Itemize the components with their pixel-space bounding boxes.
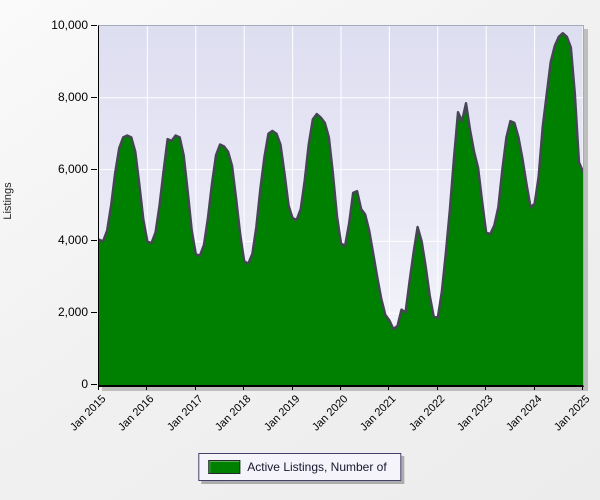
x-tick-mark (340, 386, 341, 390)
legend-swatch-icon (208, 460, 241, 474)
x-tick-mark (98, 386, 99, 390)
legend: Active Listings, Number of (198, 453, 402, 481)
y-tick-mark (91, 169, 97, 170)
x-tick-mark (243, 386, 244, 390)
x-tick-mark (534, 386, 535, 390)
y-tick-mark (91, 240, 97, 241)
y-tick-label: 8,000 (57, 90, 88, 104)
y-tick-mark (91, 312, 97, 313)
y-tick-label: 4,000 (57, 233, 88, 247)
x-tick-mark (437, 386, 438, 390)
x-tick-mark (582, 386, 583, 390)
y-axis-title: Listings (2, 182, 14, 220)
plot-area (98, 25, 584, 387)
x-tick-mark (388, 386, 389, 390)
legend-label: Active Listings, Number of (247, 460, 387, 474)
y-tick-label: 2,000 (57, 305, 88, 319)
area-chart-svg (99, 26, 583, 385)
x-tick-mark (485, 386, 486, 390)
y-tick-label: 10,000 (51, 18, 88, 32)
y-tick-mark (91, 97, 97, 98)
y-tick-mark (91, 384, 97, 385)
y-tick-mark (91, 25, 97, 26)
x-tick-mark (292, 386, 293, 390)
x-tick-mark (146, 386, 147, 390)
x-tick-mark (195, 386, 196, 390)
y-tick-label: 0 (81, 377, 88, 391)
y-tick-label: 6,000 (57, 162, 88, 176)
